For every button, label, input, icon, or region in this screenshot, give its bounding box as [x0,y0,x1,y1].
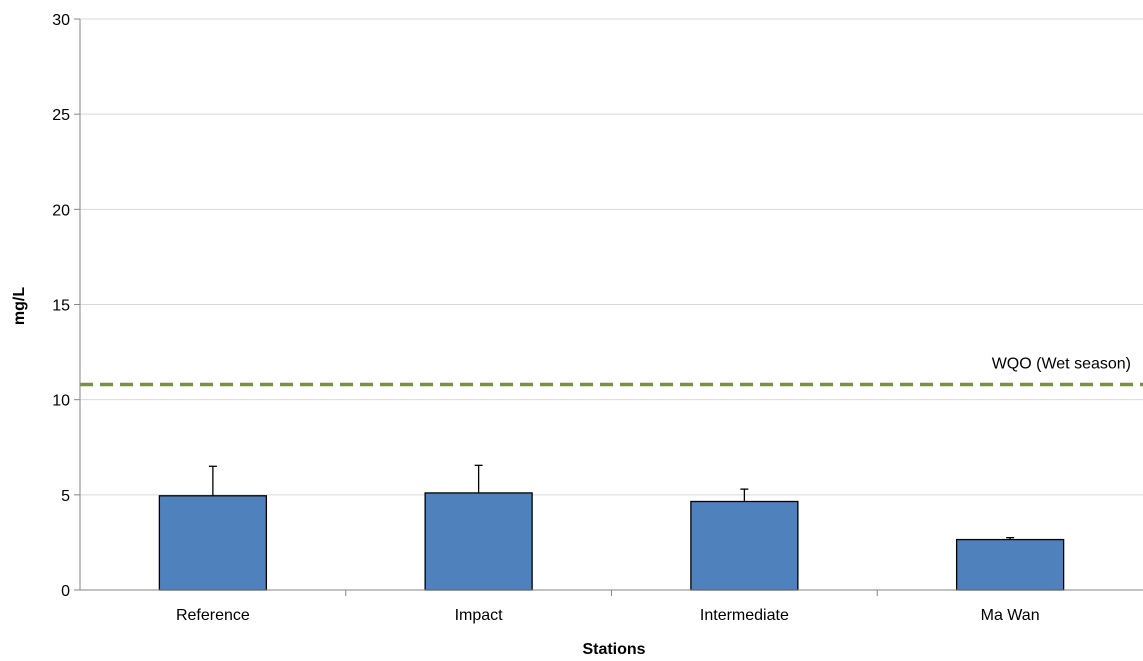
bar-impact [424,492,533,591]
x-tick-label: Impact [455,607,504,624]
y-tick-label: 10 [52,393,70,410]
x-tick-label: Intermediate [700,607,789,624]
x-tick-label: Reference [176,607,250,624]
y-tick-label: 0 [61,583,70,600]
reference-line-group: WQO (Wet season) [80,355,1143,387]
tick-labels: 0 5 10 15 20 25 30 Reference Impact Intermediate M… [52,12,1039,624]
x-axis-title: Stations [582,641,645,658]
x-tick-label: Ma Wan [981,607,1040,624]
bars [158,464,1065,591]
bar-ma-wan [955,538,1065,591]
bar-intermediate [690,500,799,591]
y-tick-label: 30 [52,12,70,29]
gridlines [80,18,1143,496]
y-tick-label: 15 [52,298,70,315]
bar-reference [158,495,268,591]
y-tick-label: 20 [52,202,70,219]
y-tick-label: 25 [52,107,70,124]
y-tick-label: 5 [61,488,70,505]
y-axis-title: mg/L [11,287,28,325]
axes [74,18,1143,596]
wqo-reference-label: WQO (Wet season) [992,355,1131,372]
